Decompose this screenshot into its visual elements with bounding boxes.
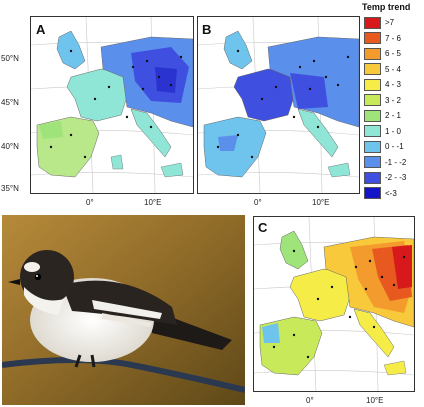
bird-beak	[8, 279, 20, 285]
lon-label-0-a: 0°	[86, 198, 94, 207]
legend-item: -2 - -3	[364, 171, 406, 184]
legend-label: 4 - 3	[385, 80, 402, 89]
legend-swatch	[364, 187, 381, 199]
legend-swatch	[364, 156, 381, 168]
legend-label: 6 - 5	[385, 49, 402, 58]
map-panel-c	[253, 216, 415, 392]
legend-swatch	[364, 125, 381, 137]
lon-label-0-b: 0°	[254, 198, 262, 207]
lon-label-10e-b: 10°E	[312, 198, 330, 207]
panel-label-b: B	[202, 22, 212, 37]
bird-photo-svg	[2, 215, 245, 405]
legend-swatch	[364, 171, 381, 184]
italy-region	[130, 108, 172, 158]
legend-item: 6 - 5	[364, 47, 401, 60]
legend-swatch	[364, 47, 381, 60]
bird-eye	[34, 273, 42, 281]
lat-label-35: 35°N	[1, 184, 19, 193]
italy-region	[297, 108, 339, 158]
legend-item: >7	[364, 16, 394, 29]
map-b-svg	[198, 17, 359, 193]
legend-label: 5 - 4	[385, 64, 402, 74]
legend-swatch	[364, 63, 381, 75]
legend-label: 1 - 0	[385, 126, 402, 136]
legend-label: 0 - -1	[385, 142, 404, 151]
legend-item: 5 - 4	[364, 63, 401, 76]
legend-item: 7 - 6	[364, 32, 401, 45]
legend-swatch	[364, 32, 381, 44]
legend-item: 4 - 3	[364, 78, 401, 91]
lon-label-10e-a: 10°E	[144, 198, 162, 207]
lon-label-0-c: 0°	[306, 396, 314, 405]
italy-region	[353, 308, 395, 358]
panel-label-c: C	[258, 220, 268, 235]
legend-item: <-3	[364, 187, 397, 200]
legend-item: 1 - 0	[364, 125, 401, 138]
legend-label: 7 - 6	[385, 33, 402, 43]
legend-label: -2 - -3	[385, 173, 407, 182]
legend-swatch	[364, 109, 381, 122]
lat-label-50: 50°N	[1, 54, 19, 63]
legend-label: 2 - 1	[385, 111, 402, 120]
map-a-svg	[31, 17, 193, 193]
legend-label: -1 - -2	[385, 157, 407, 167]
legend-swatch	[364, 16, 381, 29]
legend-title: Temp trend	[362, 2, 411, 12]
legend-swatch	[364, 140, 381, 153]
bird-photo	[2, 215, 245, 405]
map-panel-a	[30, 16, 194, 194]
legend-swatch	[364, 94, 381, 106]
legend-item: 3 - 2	[364, 94, 401, 107]
legend-label: >7	[385, 18, 395, 27]
legend-item: 2 - 1	[364, 109, 401, 122]
map-c-svg	[254, 217, 414, 391]
legend-item: 0 - -1	[364, 140, 404, 153]
panel-label-a: A	[36, 22, 46, 37]
lat-label-40: 40°N	[1, 142, 19, 151]
map-panel-b	[197, 16, 360, 194]
lat-label-45: 45°N	[1, 98, 19, 107]
legend-swatch	[364, 78, 381, 91]
legend-item: -1 - -2	[364, 156, 406, 169]
legend-label: <-3	[385, 188, 397, 198]
lon-label-10e-c: 10°E	[366, 396, 384, 405]
legend-label: 3 - 2	[385, 95, 402, 105]
